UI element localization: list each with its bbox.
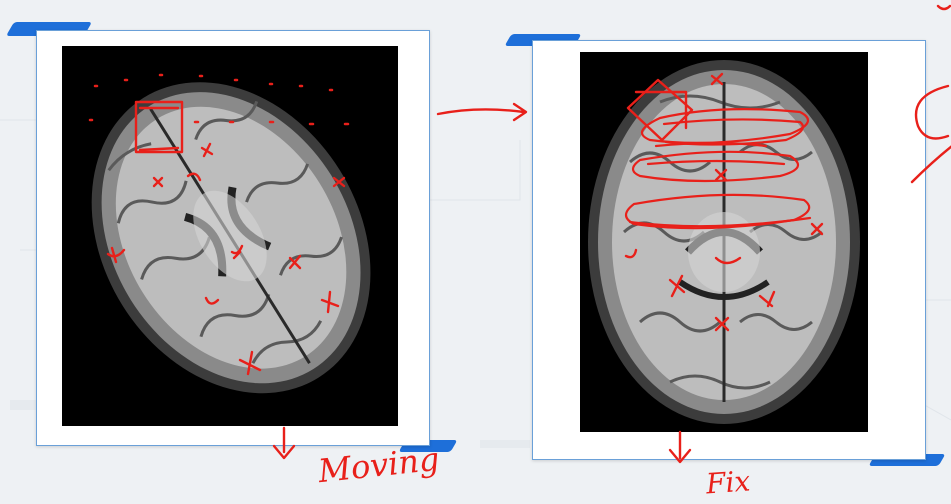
fixed-brain-image [580, 52, 868, 432]
moving-brain-image [62, 46, 398, 426]
fixed-label: Fix [704, 464, 752, 501]
